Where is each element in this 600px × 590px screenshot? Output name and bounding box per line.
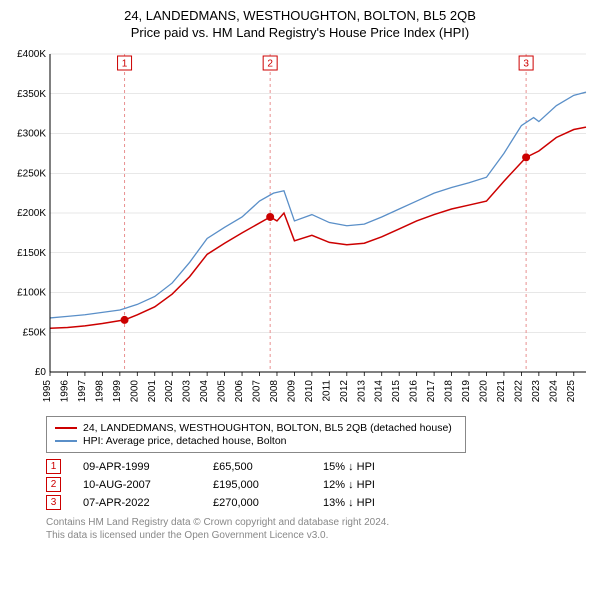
- svg-text:2017: 2017: [426, 380, 437, 403]
- svg-text:£100K: £100K: [17, 288, 46, 299]
- svg-text:2022: 2022: [513, 380, 524, 403]
- svg-text:2021: 2021: [496, 380, 507, 403]
- svg-text:2000: 2000: [129, 380, 140, 403]
- attribution: Contains HM Land Registry data © Crown c…: [46, 516, 586, 542]
- legend-item: 24, LANDEDMANS, WESTHOUGHTON, BOLTON, BL…: [55, 422, 457, 434]
- event-date: 07-APR-2022: [83, 497, 213, 509]
- svg-text:£350K: £350K: [17, 89, 46, 100]
- event-delta: 15% ↓ HPI: [323, 461, 433, 473]
- svg-text:2003: 2003: [182, 380, 193, 403]
- svg-text:2015: 2015: [391, 380, 402, 403]
- svg-text:2006: 2006: [234, 380, 245, 403]
- event-price: £270,000: [213, 497, 323, 509]
- chart-area: £0 £50K £100K £150K £200K £250K £300K £350K £400…: [10, 48, 590, 408]
- event-date: 10-AUG-2007: [83, 479, 213, 491]
- svg-text:2010: 2010: [304, 380, 315, 403]
- event-badge: 3: [46, 495, 61, 510]
- svg-text:2004: 2004: [199, 380, 210, 403]
- chart-subtitle: Price paid vs. HM Land Registry's House …: [10, 25, 590, 40]
- svg-text:2025: 2025: [566, 380, 577, 403]
- svg-text:3: 3: [523, 59, 529, 70]
- chart-title: 24, LANDEDMANS, WESTHOUGHTON, BOLTON, BL…: [10, 8, 590, 23]
- svg-text:2007: 2007: [252, 380, 263, 403]
- svg-text:£400K: £400K: [17, 49, 46, 60]
- svg-text:2005: 2005: [217, 380, 228, 403]
- event-row: 2 10-AUG-2007£195,00012% ↓ HPI: [46, 477, 586, 492]
- svg-text:2: 2: [267, 59, 273, 70]
- svg-text:2014: 2014: [374, 380, 385, 403]
- svg-text:2012: 2012: [339, 380, 350, 403]
- attribution-line: Contains HM Land Registry data © Crown c…: [46, 516, 586, 529]
- event-date: 09-APR-1999: [83, 461, 213, 473]
- svg-text:1995: 1995: [42, 380, 53, 403]
- svg-text:2024: 2024: [548, 380, 559, 403]
- svg-text:2008: 2008: [269, 380, 280, 403]
- legend: 24, LANDEDMANS, WESTHOUGHTON, BOLTON, BL…: [46, 416, 466, 453]
- event-badge: 2: [46, 477, 61, 492]
- svg-text:2009: 2009: [286, 380, 297, 403]
- event-row: 1 09-APR-1999£65,50015% ↓ HPI: [46, 459, 586, 474]
- svg-text:2001: 2001: [147, 380, 158, 403]
- svg-text:£150K: £150K: [17, 248, 46, 259]
- svg-text:1996: 1996: [59, 380, 70, 403]
- event-delta: 12% ↓ HPI: [323, 479, 433, 491]
- legend-label: 24, LANDEDMANS, WESTHOUGHTON, BOLTON, BL…: [83, 422, 452, 434]
- svg-text:2019: 2019: [461, 380, 472, 403]
- legend-label: HPI: Average price, detached house, Bolt…: [83, 435, 287, 447]
- svg-text:2002: 2002: [164, 380, 175, 403]
- svg-text:£0: £0: [35, 367, 47, 378]
- svg-text:2023: 2023: [531, 380, 542, 403]
- svg-text:1998: 1998: [94, 380, 105, 403]
- events-table: 1 09-APR-1999£65,50015% ↓ HPI 2 10-AUG-2007…: [46, 459, 586, 510]
- legend-swatch: [55, 440, 77, 442]
- line-chart: £0 £50K £100K £150K £200K £250K £300K £350K £400…: [10, 48, 590, 408]
- svg-text:£200K: £200K: [17, 208, 46, 219]
- event-delta: 13% ↓ HPI: [323, 497, 433, 509]
- svg-text:£50K: £50K: [23, 327, 47, 338]
- svg-text:1997: 1997: [77, 380, 88, 403]
- event-price: £195,000: [213, 479, 323, 491]
- event-price: £65,500: [213, 461, 323, 473]
- svg-text:£300K: £300K: [17, 129, 46, 140]
- event-badge: 1: [46, 459, 61, 474]
- svg-text:2020: 2020: [478, 380, 489, 403]
- svg-text:1: 1: [122, 59, 128, 70]
- svg-text:1999: 1999: [112, 380, 123, 403]
- event-row: 3 07-APR-2022£270,00013% ↓ HPI: [46, 495, 586, 510]
- svg-text:2011: 2011: [321, 380, 332, 402]
- legend-swatch: [55, 427, 77, 429]
- attribution-line: This data is licensed under the Open Gov…: [46, 529, 586, 542]
- svg-text:2016: 2016: [409, 380, 420, 403]
- svg-text:£250K: £250K: [17, 168, 46, 179]
- legend-item: HPI: Average price, detached house, Bolt…: [55, 435, 457, 447]
- svg-text:2018: 2018: [444, 380, 455, 403]
- svg-text:2013: 2013: [356, 380, 367, 403]
